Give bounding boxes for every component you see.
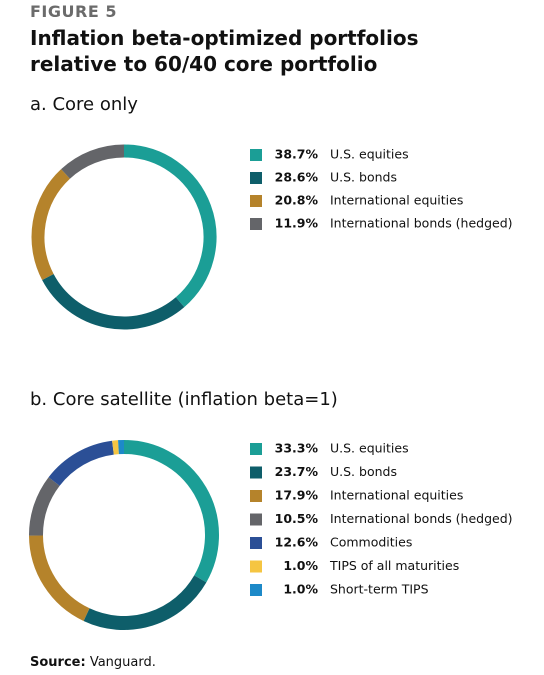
legend-swatch <box>250 466 262 479</box>
charts: a. Core only 38.7% U.S. equities 28.6% U.S. … <box>29 94 513 630</box>
legend-swatch <box>250 195 262 207</box>
donut-segment <box>61 144 125 179</box>
legend-swatch <box>250 513 262 526</box>
legend-value: 28.6% <box>275 170 319 185</box>
figure-label: FIGURE 5 <box>30 2 117 21</box>
legend-value: 1.0% <box>283 582 318 597</box>
donut-segment <box>29 477 60 536</box>
legend-label: International bonds (hedged) <box>330 216 513 231</box>
legend-label: International equities <box>330 193 463 208</box>
donut-segment <box>112 440 119 455</box>
legend-swatch <box>250 584 262 596</box>
chart-subtitle: b. Core satellite (inflation beta=1) <box>30 389 338 410</box>
legend-value: 38.7% <box>275 147 319 162</box>
legend-label: U.S. bonds <box>330 464 397 479</box>
donut-segment <box>123 144 217 308</box>
legend-swatch <box>250 560 262 573</box>
legend-value: 1.0% <box>283 558 318 573</box>
donut-segment <box>83 575 207 630</box>
chart-subtitle: a. Core only <box>30 94 138 115</box>
source-line: Source: Vanguard. <box>30 655 156 670</box>
legend-value: 20.8% <box>275 193 319 208</box>
legend-label: U.S. equities <box>330 147 409 162</box>
donut-segment <box>31 169 71 281</box>
legend-swatch <box>250 443 262 455</box>
donut-segment <box>42 273 185 330</box>
source: Vanguard. <box>89 655 156 670</box>
legend-label: TIPS of all maturities <box>329 558 459 573</box>
legend-label: Short-term TIPS <box>330 582 429 597</box>
figure-title: Inflation beta-optimized portfolios rela… <box>30 26 419 76</box>
legend-label: International equities <box>330 488 463 503</box>
legend-swatch <box>250 149 262 161</box>
legend-value: 12.6% <box>275 535 319 550</box>
donut-segment <box>48 440 115 486</box>
legend-swatch <box>250 490 262 502</box>
legend-value: 10.5% <box>275 511 319 526</box>
legend-value: 33.3% <box>275 441 319 456</box>
legend-value: 17.9% <box>275 488 319 503</box>
legend-label: U.S. equities <box>330 441 409 456</box>
legend-label: International bonds (hedged) <box>330 511 513 526</box>
legend-swatch <box>250 172 262 184</box>
source-label: Source: <box>30 655 86 670</box>
donut-segment <box>29 535 90 621</box>
legend-label: Commodities <box>330 535 412 550</box>
legend-swatch <box>250 218 262 230</box>
donut-segment <box>123 440 219 583</box>
legend-label: U.S. bonds <box>330 170 397 185</box>
legend-value: 11.9% <box>275 216 319 231</box>
legend-value: 23.7% <box>275 464 319 479</box>
legend-swatch <box>250 537 262 549</box>
